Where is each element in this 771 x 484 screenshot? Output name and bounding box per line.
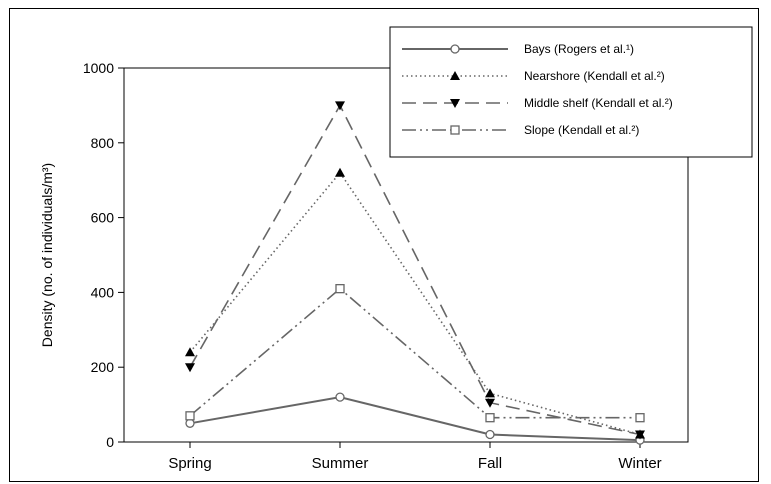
- data-point: [485, 429, 495, 440]
- x-tick-label: Summer: [312, 455, 369, 472]
- legend-marker: [450, 125, 460, 135]
- data-point: [335, 284, 345, 294]
- data-point: [335, 101, 345, 111]
- series-line: [189, 171, 641, 436]
- data-point: [335, 167, 345, 177]
- legend-marker: [450, 44, 460, 54]
- data-point: [185, 411, 195, 421]
- y-tick-label: 400: [91, 284, 115, 300]
- data-point: [485, 398, 495, 408]
- y-tick-label: 800: [91, 135, 115, 151]
- data-point: [185, 418, 195, 428]
- chart-legend: Bays (Rogers et al.¹) Nearshore (Kendall …: [389, 26, 753, 158]
- data-point: [185, 347, 195, 357]
- legend-label: Bays (Rogers et al.¹): [524, 42, 634, 56]
- x-tick-label: Winter: [618, 455, 661, 472]
- legend-marker: [450, 99, 460, 108]
- y-tick-label: 0: [106, 434, 114, 450]
- x-tick-label: Fall: [478, 455, 502, 472]
- series-line: [189, 396, 641, 442]
- data-point: [335, 392, 345, 402]
- x-tick-label: Spring: [168, 455, 211, 472]
- legend-label: Slope (Kendall et al.²): [524, 123, 639, 137]
- series-line: [189, 287, 640, 419]
- legend-label: Middle shelf (Kendall et al.²): [524, 96, 673, 110]
- data-point: [185, 363, 195, 373]
- y-tick-label: 200: [91, 359, 115, 375]
- data-point: [485, 388, 495, 398]
- y-tick-label: 600: [91, 210, 115, 226]
- data-point: [635, 430, 645, 440]
- legend-marker: [450, 71, 460, 80]
- data-point: [635, 413, 645, 423]
- y-axis-label: Density (no. of individuals/m³): [39, 163, 55, 347]
- y-tick-label: 1000: [83, 60, 114, 76]
- series-line: [189, 103, 641, 436]
- chart-series: [185, 101, 645, 445]
- legend-label: Nearshore (Kendall et al.²): [524, 69, 665, 83]
- data-point: [485, 413, 495, 423]
